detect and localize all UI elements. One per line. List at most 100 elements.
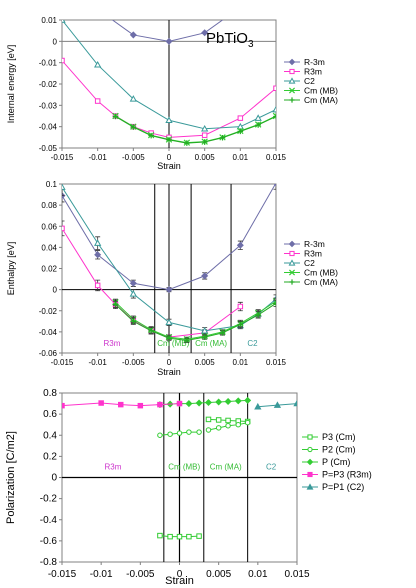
energy-point-cm-ma [148, 132, 154, 139]
energy-series-line-cm-mb [115, 115, 276, 144]
enthalpy-region-label: Cm (MA) [195, 339, 227, 348]
polarization-point-p-p1-c2 [254, 402, 262, 410]
enthalpy-series-line-r3m [62, 228, 241, 338]
enthalpy-legend-entry: Cm (MB) [284, 268, 338, 278]
enthalpy-xtick-label: 0.005 [195, 358, 216, 367]
polarization-point-p-p3-r3m [157, 401, 163, 408]
polarization-point-p-p1-c2 [293, 399, 297, 407]
energy-legend-label-cm-ma: Cm (MA) [304, 95, 338, 105]
polarization-point-p-cm [215, 398, 223, 406]
polarization-xtick-label: 0.015 [284, 569, 309, 580]
polarization-xtick-label: -0.01 [90, 569, 113, 580]
energy-ytick-label: -0.01 [39, 59, 58, 68]
polarization-legend-label-p2-cm: P2 (Cm) [322, 445, 356, 455]
enthalpy-series-line-cm-ma [115, 302, 276, 341]
polarization-legend-entry: P (Cm) [302, 457, 350, 467]
enthalpy-region-label: R3m [103, 339, 120, 348]
polarization-region-label: Cm (MA) [210, 463, 242, 472]
polarization-point-p3-cm [196, 533, 202, 539]
enthalpy-legend-entry: C2 [284, 258, 315, 268]
energy-legend-marker-cm-ma [289, 97, 295, 103]
energy-point-r3m [94, 98, 101, 104]
energy-point-r3m [62, 57, 65, 64]
energy-point-c2 [201, 124, 209, 132]
energy-xtick-label: 0 [167, 153, 172, 162]
polarization-ytick-label: 0.4 [43, 430, 57, 441]
energy-point-c2 [165, 116, 173, 124]
polarization-point-p3-cm [176, 533, 183, 540]
enthalpy-point-cm-ma [166, 335, 172, 342]
polarization-ytick-label: 0.2 [43, 451, 57, 462]
polarization-point-p-p3-r3m [62, 402, 65, 409]
enthalpy-point-c2 [201, 326, 209, 334]
enthalpy-ytick-label: 0.08 [41, 201, 57, 210]
enthalpy-point-cm-ma [201, 334, 208, 340]
polarization-point-p-cm [234, 397, 242, 405]
energy-point-cm-ma [166, 137, 172, 143]
energy-point-cm-ma [112, 113, 119, 120]
polarization-xtick-label: 0.01 [248, 569, 268, 580]
energy-series-group [62, 20, 276, 146]
energy-xtick-label: -0.015 [51, 153, 74, 162]
enthalpy-error-bar [62, 184, 65, 197]
enthalpy-legend-label-cm-mb: Cm (MB) [304, 268, 338, 278]
polarization-region-label: R3m [104, 463, 121, 472]
energy-point-c2 [254, 114, 262, 121]
energy-legend-label-c2: C2 [304, 76, 315, 86]
polarization-xtick-label: -0.005 [126, 569, 155, 580]
enthalpy-point-cm-ma [184, 337, 190, 344]
chart-title-main: PbTiO [206, 30, 248, 47]
enthalpy-point-cm-ma [219, 330, 226, 336]
energy-point-r-3m [165, 37, 173, 45]
enthalpy-series-line-cm-mb [115, 300, 276, 340]
enthalpy-region-label: C2 [247, 339, 258, 348]
enthalpy-point-cm-ma [273, 300, 276, 307]
enthalpy-xtick-label: -0.01 [89, 358, 108, 367]
chart-title-subscript: 3 [248, 39, 254, 50]
polarization-point-p2-cm [205, 427, 212, 433]
chart-title: PbTiO3 [206, 30, 254, 50]
polarization-legend-label-p3-cm: P3 (Cm) [322, 432, 356, 442]
energy-legend-marker-r3m [289, 68, 295, 75]
polarization-legend-label-p-p3-r3m: P=P3 (R3m) [322, 470, 372, 480]
energy-point-c2 [129, 95, 137, 102]
energy-point-cm-ma [255, 122, 261, 128]
polarization-point-p2-cm [167, 431, 173, 437]
enthalpy-point-c2 [94, 239, 102, 246]
enthalpy-legend-marker-cm-mb [288, 269, 296, 276]
polarization-point-p3-cm [167, 533, 173, 540]
energy-legend-marker-cm-mb [288, 87, 296, 94]
polarization-point-p-cm [185, 400, 193, 408]
enthalpy-point-cm-ma [255, 312, 261, 318]
energy-xtick-label: 0.015 [266, 153, 287, 162]
polarization-region-label: Cm (MB) [168, 463, 200, 472]
polarization-legend-marker-p-p3-r3m [307, 471, 313, 478]
polarization-ytick-label: 0 [51, 473, 57, 484]
enthalpy-point-r3m [237, 303, 244, 310]
polarization-point-p-p3-r3m [98, 400, 104, 406]
polarization-ytick-label: -0.4 [40, 515, 58, 526]
energy-point-r3m [201, 132, 208, 138]
enthalpy-point-r-3m [129, 279, 137, 287]
polarization-point-p-cm [195, 399, 203, 407]
enthalpy-point-cm-ma [130, 318, 137, 325]
enthalpy-point-r3m [62, 225, 65, 232]
energy-point-c2 [62, 20, 66, 23]
enthalpy-xlabel: Strain [157, 367, 181, 377]
enthalpy-legend-marker-c2 [288, 259, 296, 266]
energy-legend-label-r-3m: R-3m [304, 57, 325, 67]
energy-legend-marker-c2 [288, 77, 296, 84]
enthalpy-point-r-3m [94, 251, 102, 259]
polarization-xtick-label: -0.015 [48, 569, 77, 580]
enthalpy-legend-marker-cm-ma [289, 279, 295, 285]
enthalpy-xtick-label: -0.005 [122, 358, 145, 367]
polarization-point-p2-cm [196, 429, 202, 435]
polarization-point-p-p1-c2 [273, 401, 282, 408]
polarization-point-p3-cm [157, 532, 163, 539]
enthalpy-error-bar [273, 299, 276, 307]
energy-legend-entry: R3m [284, 67, 322, 77]
polarization-legend-entry: P=P3 (R3m) [302, 470, 372, 480]
polarization-ytick-label: 0.6 [43, 409, 57, 420]
enthalpy-point-cm-ma [237, 321, 244, 328]
